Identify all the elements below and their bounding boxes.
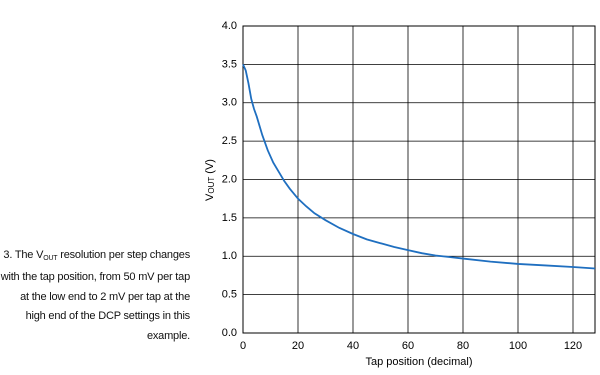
y-tick-label: 1.5 bbox=[222, 212, 237, 224]
y-tick-label: 0.5 bbox=[222, 289, 237, 301]
x-tick-label: 40 bbox=[347, 340, 359, 352]
y-label-main: V bbox=[204, 193, 216, 201]
y-label-sub: OUT bbox=[207, 177, 216, 194]
x-axis-label: Tap position (decimal) bbox=[366, 356, 473, 368]
caption-start: 3. The V bbox=[3, 249, 44, 261]
caption-sub: OUT bbox=[43, 255, 58, 262]
y-axis-label: VOUT (V) bbox=[204, 159, 216, 201]
x-tick-label: 20 bbox=[292, 340, 304, 352]
y-tick-label: 3.0 bbox=[222, 97, 237, 109]
y-tick-label: 3.5 bbox=[222, 58, 237, 70]
y-tick-label: 0.0 bbox=[222, 327, 237, 339]
caption-end: resolution per step changes with the tap… bbox=[0, 249, 190, 342]
y-tick-label: 1.0 bbox=[222, 250, 237, 262]
y-tick-label: 4.0 bbox=[222, 20, 237, 32]
x-tick-label: 60 bbox=[402, 340, 414, 352]
x-tick-label: 0 bbox=[240, 340, 246, 352]
x-tick-label: 80 bbox=[457, 340, 469, 352]
x-tick-label: 100 bbox=[509, 340, 527, 352]
y-tick-label: 2.5 bbox=[222, 135, 237, 147]
x-tick-label: 120 bbox=[564, 340, 582, 352]
caption: 3. The VOUT resolution per step changes … bbox=[0, 246, 190, 346]
y-label-unit: (V) bbox=[204, 159, 216, 174]
data-line bbox=[242, 64, 596, 270]
y-tick-label: 2.0 bbox=[222, 173, 237, 185]
plot-frame bbox=[242, 25, 596, 334]
